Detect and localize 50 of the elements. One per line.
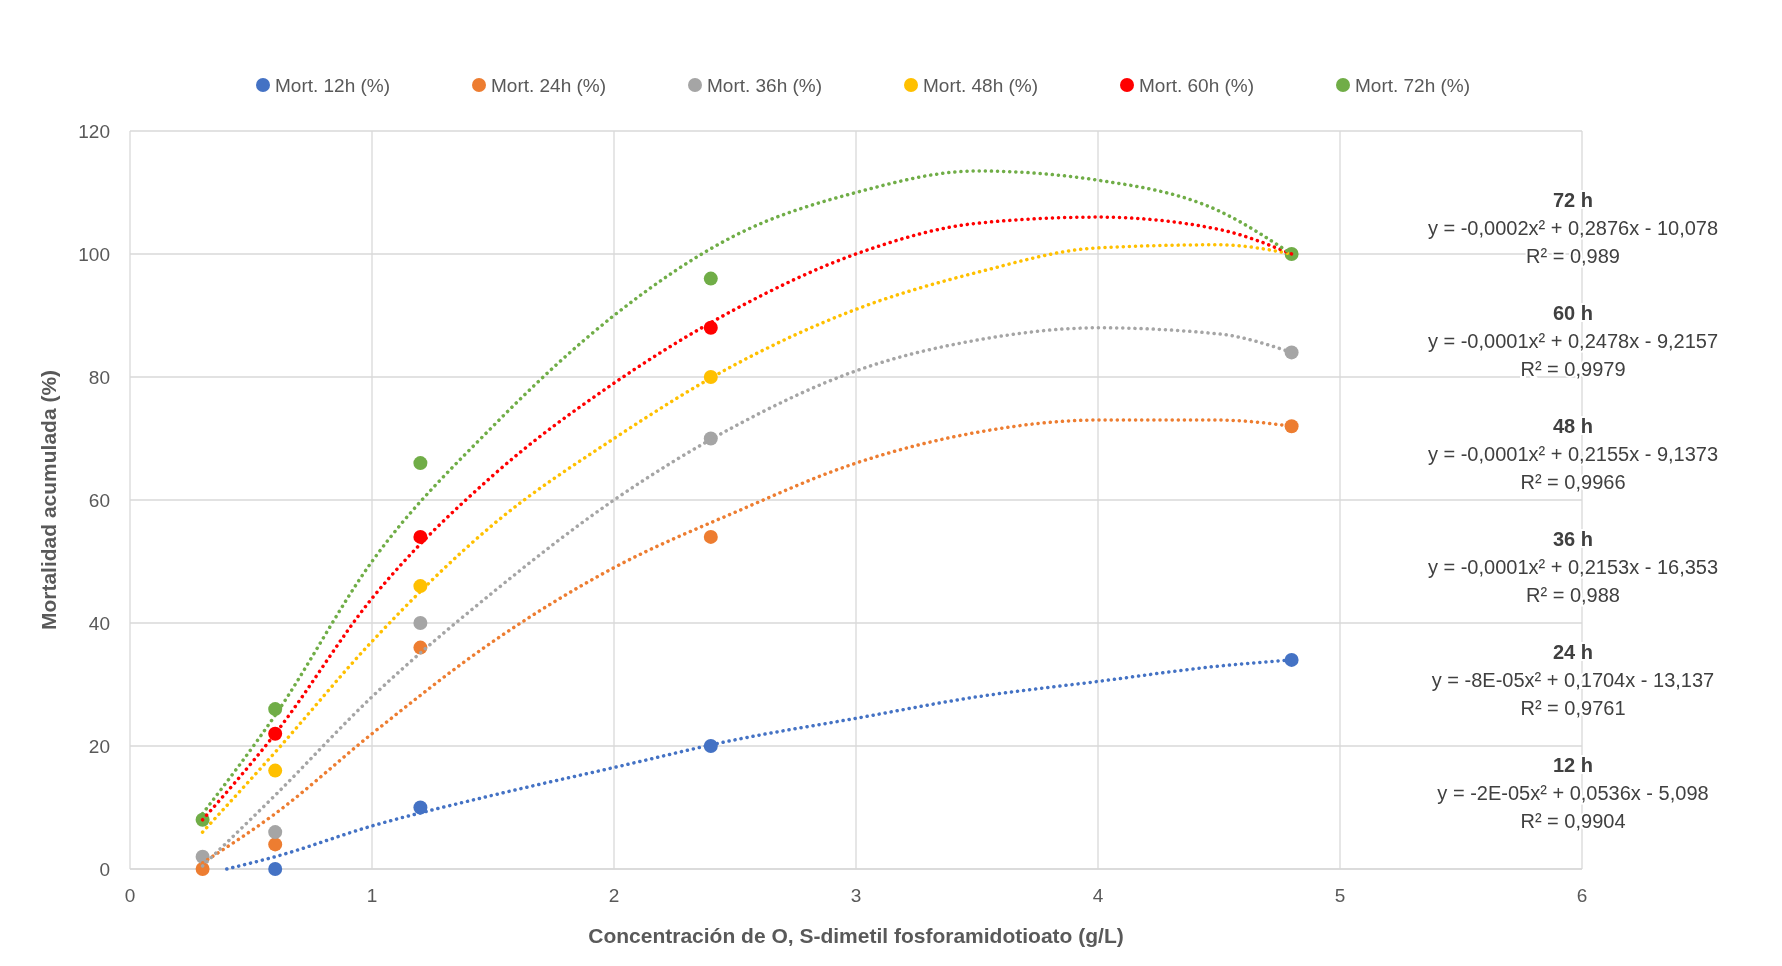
annotation: y = -0,0001x² + 0,2153x - 16,353: [1427, 556, 1719, 578]
y-tick-label: 0: [99, 859, 110, 880]
annotation: y = -0,0002x² + 0,2876x - 10,078: [1427, 217, 1719, 239]
annotation: R² = 0,9904: [1520, 810, 1626, 832]
annotation: 60 h: [1552, 302, 1594, 324]
point: [1284, 652, 1299, 667]
x-tick-label: 6: [1576, 885, 1588, 906]
legend-label: Mort. 12h (%): [275, 75, 391, 96]
annotation: R² = 0,9761: [1520, 697, 1626, 719]
point: [703, 271, 718, 286]
legend-label: Mort. 48h (%): [923, 75, 1039, 96]
y-axis-title: Mortalidad acumulada (%): [37, 369, 60, 631]
annotation: 72 h: [1552, 189, 1594, 211]
y-tick-label: 100: [78, 244, 110, 265]
x-tick-label: 0: [124, 885, 136, 906]
annotation: R² = 0,989: [1526, 245, 1620, 267]
legend-label: Mort. 72h (%): [1355, 75, 1471, 96]
y-tick-label: 120: [78, 121, 110, 142]
annotation: R² = 0,9979: [1520, 358, 1626, 380]
legend-label: Mort. 60h (%): [1139, 75, 1255, 96]
point: [413, 616, 428, 630]
legend-label: Mort. 36h (%): [707, 75, 823, 96]
annotation: 48 h: [1552, 415, 1594, 437]
annotation: y = -0,0001x² + 0,2478x - 9,2157: [1427, 330, 1719, 352]
x-axis-title: Concentración de O, S-dimetil fosforamidotioato (g/L): [588, 924, 1124, 947]
x-tick-label: 5: [1334, 885, 1346, 906]
point: [268, 763, 283, 778]
y-tick-label: 80: [88, 367, 110, 388]
legend-label: Mort. 24h (%): [491, 75, 607, 96]
point: [413, 456, 428, 471]
point: [703, 529, 718, 544]
y-tick-label: 20: [88, 736, 110, 757]
point: [268, 837, 283, 852]
annotation: 36 h: [1552, 528, 1594, 550]
annotation: y = -0,0001x² + 0,2155x - 9,1373: [1427, 443, 1719, 465]
point: [268, 862, 283, 876]
x-tick-label: 3: [850, 885, 862, 906]
annotation: R² = 0,988: [1526, 584, 1620, 606]
y-tick-label: 60: [88, 490, 110, 511]
annotation: R² = 0,9966: [1520, 471, 1626, 493]
x-tick-label: 1: [366, 885, 378, 906]
y-tick-label: 40: [88, 613, 110, 634]
point: [268, 825, 283, 840]
annotation: 24 h: [1552, 641, 1594, 663]
x-tick-label: 4: [1092, 885, 1104, 906]
annotation: 12 h: [1552, 754, 1594, 776]
annotation: y = -8E-05x² + 0,1704x - 13,137: [1431, 669, 1715, 691]
annotation: y = -2E-05x² + 0,0536x - 5,098: [1437, 782, 1709, 804]
point: [1284, 419, 1299, 434]
x-tick-label: 2: [608, 885, 620, 906]
